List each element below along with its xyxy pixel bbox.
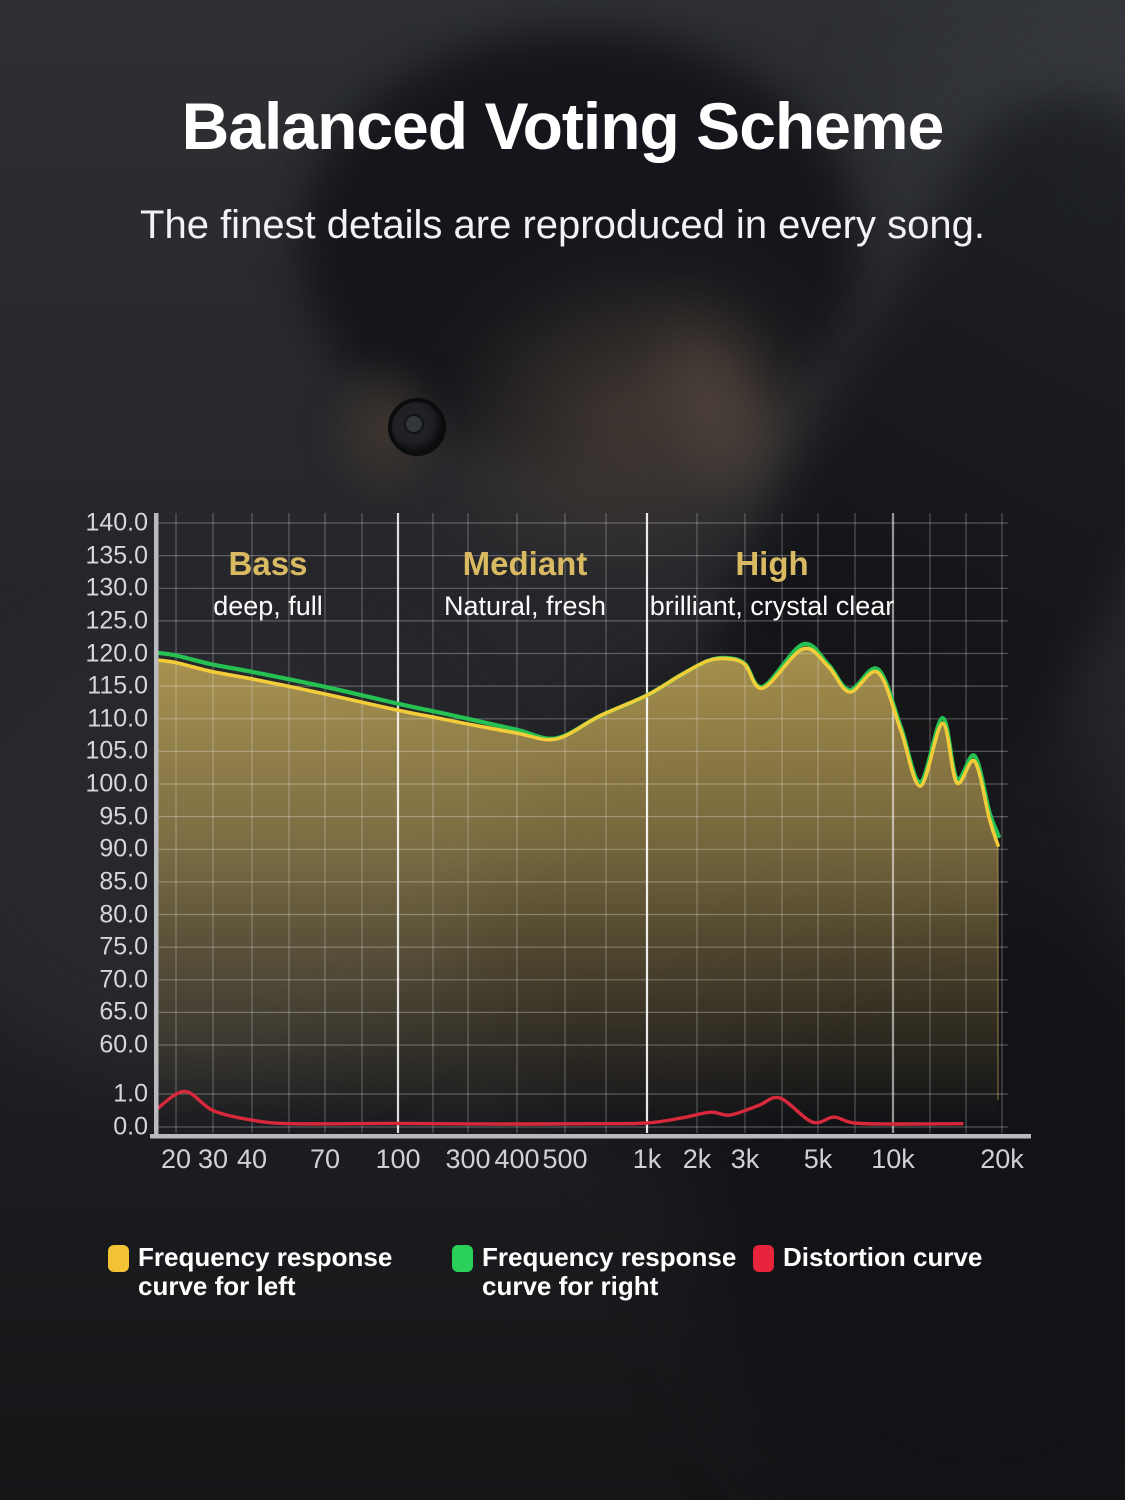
y-axis-tick-label: 100.0 [85,769,148,798]
x-axis-tick-label: 40 [236,1144,268,1174]
earbud-driver-dot [404,414,424,434]
band-bass: Bass deep, full [213,545,323,622]
x-axis-tick-label: 100 [375,1144,421,1174]
x-axis-tick-label: 300 [445,1144,491,1174]
legend-right-line1: Frequency response [482,1242,737,1272]
legend-swatch-red [753,1245,774,1272]
y-axis-tick-label: 70.0 [99,965,148,994]
band-mediant-title: Mediant [462,545,588,582]
y-axis-tick-label: 125.0 [85,606,148,635]
x-axis-tick-label: 20k [980,1144,1024,1174]
y-axis-tick-label: 0.0 [113,1112,148,1141]
x-axis-tick-label: 1k [632,1144,662,1174]
y-axis-tick-label: 90.0 [99,834,148,863]
x-axis-tick-label: 5k [803,1144,833,1174]
band-mediant-desc: Natural, fresh [443,591,607,621]
band-bass-title: Bass [228,545,308,582]
chart-grid [159,513,1008,1133]
x-axis-tick-label: 400 [494,1144,540,1174]
x-axis-tick-label: 70 [309,1144,341,1174]
y-axis-tick-label: 65.0 [99,997,148,1026]
y-axis-tick-label: 80.0 [99,900,148,928]
legend-item-distortion: Distortion curve [753,1243,982,1272]
distortion-curve-path [155,1089,964,1126]
legend-distortion-line1: Distortion curve [783,1242,983,1272]
band-bass-desc: deep, full [213,591,323,621]
band-mediant: Mediant Natural, fresh [444,545,606,622]
legend-item-right-curve: Frequency response curve for right [452,1243,736,1301]
y-axis-tick-label: 115.0 [87,671,148,700]
x-axis-tick-label: 30 [197,1144,229,1174]
x-axis-tick-label: 20 [160,1144,192,1174]
left-curve-fill [157,648,998,1127]
legend-swatch-green [452,1245,473,1272]
y-axis-tick-label: 1.0 [113,1079,148,1108]
legend-label-left-curve: Frequency response curve for left [138,1243,392,1301]
y-axis-tick-label: 95.0 [99,802,148,831]
x-axis-tick-label: 500 [542,1144,588,1174]
y-axis-tick-label: 85.0 [99,867,148,896]
y-axis-tick-label: 75.0 [99,932,148,961]
y-axis-tick-label: 135.0 [85,541,148,570]
band-high: High brilliant, crystal clear [650,545,895,622]
legend-item-left-curve: Frequency response curve for left [108,1243,392,1301]
y-axis-line [154,513,159,1138]
legend-left-line1: Frequency response [138,1242,393,1272]
legend-swatch-yellow [108,1245,129,1272]
page-title: Balanced Voting Scheme [181,89,945,163]
left-curve-path [155,646,1000,848]
x-axis-tick-label: 2k [682,1144,712,1174]
y-axis-tick-label: 110.0 [87,704,148,733]
y-axis-tick-label: 60.0 [99,1030,148,1059]
legend-label-distortion: Distortion curve [783,1243,982,1272]
band-high-desc: brilliant, crystal clear [649,591,895,621]
page-subtitle: The finest details are reproduced in eve… [140,203,985,247]
y-axis-tick-label: 120.0 [85,639,148,667]
y-axis-tick-label: 105.0 [85,736,148,765]
band-high-title: High [735,545,809,582]
legend-left-line2: curve for left [138,1271,296,1301]
legend-right-line2: curve for right [482,1271,659,1301]
legend-label-right-curve: Frequency response curve for right [482,1243,736,1301]
x-axis-tick-label: 3k [730,1144,760,1174]
earbud-image [388,398,446,456]
y-axis-tick-label: 140.0 [85,508,148,537]
y-axis-tick-label: 130.0 [85,573,148,602]
x-axis-line [150,1134,1031,1139]
x-axis-tick-label: 10k [871,1144,915,1174]
